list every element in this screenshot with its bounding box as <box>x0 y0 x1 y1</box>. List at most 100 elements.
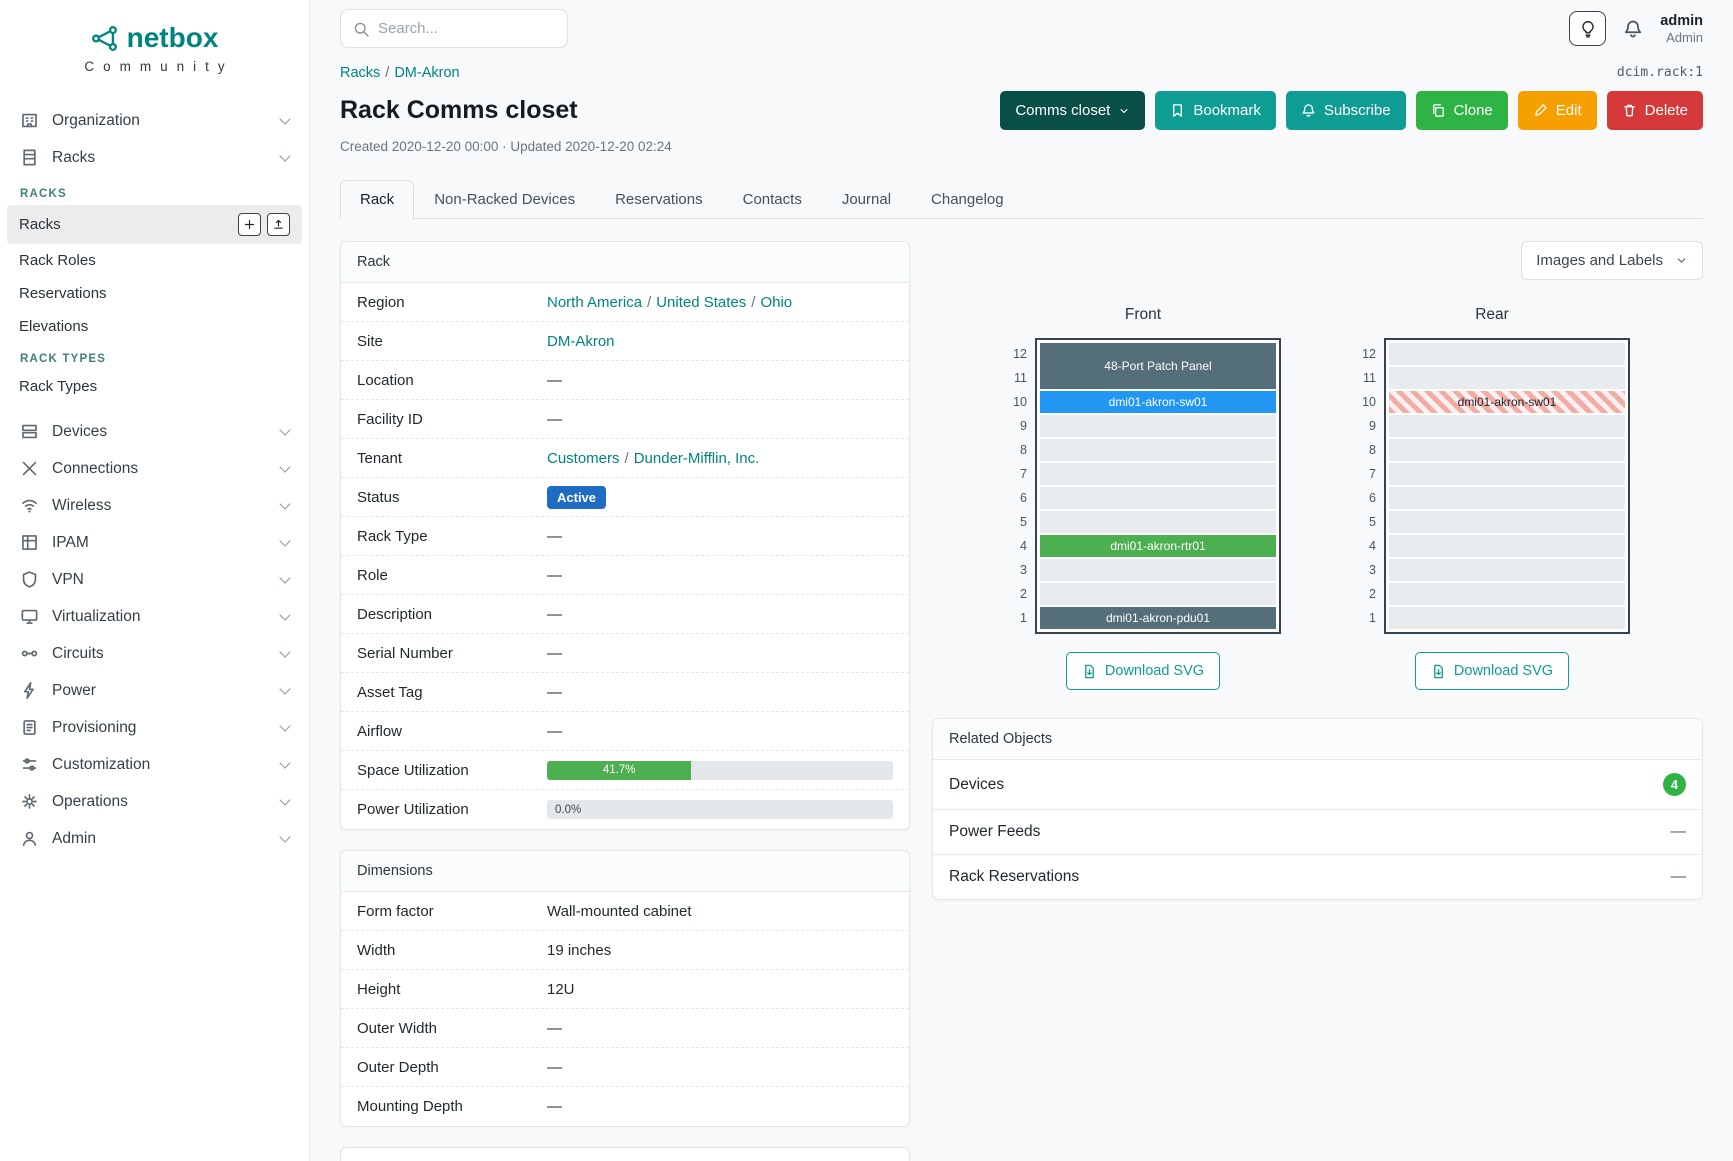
sidebar-item-circuits[interactable]: Circuits <box>0 635 309 672</box>
link-customers[interactable]: Customers <box>547 449 620 467</box>
rack-slot[interactable] <box>1388 558 1626 582</box>
rack-slot[interactable] <box>1388 582 1626 606</box>
rack-slot[interactable] <box>1388 366 1626 390</box>
rack-slot[interactable] <box>1388 510 1626 534</box>
field-value-text: — <box>547 1058 562 1076</box>
notifications-bell-icon[interactable] <box>1623 19 1643 39</box>
netbox-logo[interactable]: netbox Community <box>0 16 309 76</box>
field-value: 0.0% <box>547 800 893 819</box>
images-labels-select[interactable]: Images and Labels <box>1521 241 1703 280</box>
rack-device[interactable]: dmi01-akron-pdu01 <box>1040 607 1276 629</box>
sidebar-item-racks[interactable]: Racks <box>7 205 302 244</box>
sidebar-item-virtualization[interactable]: Virtualization <box>0 598 309 635</box>
delete-button[interactable]: Delete <box>1606 91 1703 130</box>
sidebar-item-admin[interactable]: Admin <box>0 820 309 857</box>
subscribe-button[interactable]: Subscribe <box>1285 91 1406 130</box>
sidebar-item-reservations[interactable]: Reservations <box>7 277 302 310</box>
field-value: — <box>547 723 893 740</box>
link-united-states[interactable]: United States <box>656 293 747 311</box>
button-label: Edit <box>1555 102 1582 119</box>
sidebar-item-organization[interactable]: Organization <box>0 102 309 139</box>
related-row-devices[interactable]: Devices 4 <box>933 760 1702 810</box>
unit-number: 5 <box>1369 515 1376 529</box>
link-north-america[interactable]: North America <box>547 293 643 311</box>
field-value-text: — <box>547 566 562 584</box>
sidebar-item-connections[interactable]: Connections <box>0 450 309 487</box>
sidebar-item-rack-roles[interactable]: Rack Roles <box>7 244 302 277</box>
dimensions-card: Dimensions Form factor Wall-mounted cabin… <box>340 850 910 1127</box>
unit-number: 5 <box>1020 515 1027 529</box>
rack-slot[interactable] <box>1388 534 1626 558</box>
tab-contacts[interactable]: Contacts <box>742 191 802 208</box>
search-box[interactable] <box>340 9 577 48</box>
sidebar-item-devices[interactable]: Devices <box>0 413 309 450</box>
wireless-icon <box>20 496 39 515</box>
rack-device[interactable]: dmi01-akron-sw01 <box>1389 391 1625 413</box>
rack-slot[interactable] <box>1388 486 1626 510</box>
link-dm-akron[interactable]: DM-Akron <box>547 332 615 350</box>
theme-toggle-button[interactable] <box>1569 11 1607 46</box>
edit-button[interactable]: Edit <box>1517 91 1597 130</box>
page-title: Rack Comms closet <box>340 96 578 124</box>
tab-reservations[interactable]: Reservations <box>615 191 703 208</box>
add-button[interactable] <box>238 213 261 236</box>
import-button[interactable] <box>267 213 290 236</box>
tab-rack[interactable]: Rack <box>340 180 415 219</box>
sidebar-item-wireless[interactable]: Wireless <box>0 487 309 524</box>
sidebar-item-label: Devices <box>52 422 108 440</box>
field-value-text: — <box>547 683 562 701</box>
tab-non-racked-devices[interactable]: Non-Racked Devices <box>434 191 576 208</box>
sidebar-item-provisioning[interactable]: Provisioning <box>0 709 309 746</box>
sidebar-item-vpn[interactable]: VPN <box>0 561 309 598</box>
rack-slot[interactable] <box>1388 414 1626 438</box>
rack-slot[interactable] <box>1039 462 1277 486</box>
rack-slot[interactable] <box>1039 486 1277 510</box>
vpn-icon <box>20 570 39 589</box>
download-svg-button[interactable]: Download SVG <box>1065 652 1221 690</box>
rack-slot[interactable] <box>1039 510 1277 534</box>
breadcrumb-link-racks[interactable]: Racks <box>340 65 381 81</box>
object-id: dcim.rack:1 <box>1616 65 1703 80</box>
sidebar-item-power[interactable]: Power <box>0 672 309 709</box>
sidebar-item-operations[interactable]: Operations <box>0 783 309 820</box>
rack-slot[interactable] <box>1388 606 1626 630</box>
chevron-down-icon <box>1675 254 1688 267</box>
rack-slot[interactable] <box>1388 438 1626 462</box>
rack-slot[interactable] <box>1388 342 1626 366</box>
related-objects-body: Devices 4 Power Feeds — Rack Reservations — <box>933 760 1702 899</box>
sidebar-item-customization[interactable]: Customization <box>0 746 309 783</box>
images-labels-label: Images and Labels <box>1536 252 1663 269</box>
unit-number: 1 <box>1369 611 1376 625</box>
sidebar-item-elevations[interactable]: Elevations <box>7 310 302 343</box>
tab-changelog[interactable]: Changelog <box>931 191 1004 208</box>
rack-slot[interactable] <box>1039 558 1277 582</box>
rack-device[interactable]: 48-Port Patch Panel <box>1040 343 1276 389</box>
sidebar-item-racks[interactable]: Racks <box>0 139 309 176</box>
breadcrumb: Racks / DM-Akron <box>340 65 460 81</box>
rack-slot[interactable] <box>1039 582 1277 606</box>
comms-closet-button[interactable]: Comms closet <box>1000 91 1146 130</box>
customization-icon <box>20 755 39 774</box>
rack-device[interactable]: dmi01-akron-rtr01 <box>1040 535 1276 557</box>
sidebar-item-rack-types[interactable]: Rack Types <box>7 370 302 403</box>
field-row-width: Width 19 inches <box>341 931 909 970</box>
link-ohio[interactable]: Ohio <box>760 293 793 311</box>
bookmark-button[interactable]: Bookmark <box>1155 91 1276 130</box>
rack-slot[interactable] <box>1039 438 1277 462</box>
clone-button[interactable]: Clone <box>1415 91 1508 130</box>
tab-journal[interactable]: Journal <box>841 191 892 208</box>
field-value: Wall-mounted cabinet <box>547 903 893 920</box>
download-svg-button[interactable]: Download SVG <box>1414 652 1570 690</box>
link-dunder-mifflin-inc[interactable]: Dunder-Mifflin, Inc. <box>633 449 760 467</box>
rack-slot[interactable] <box>1388 462 1626 486</box>
unit-number: 1 <box>1020 611 1027 625</box>
breadcrumb-link-dm-akron[interactable]: DM-Akron <box>394 65 460 81</box>
search-input[interactable] <box>378 20 577 37</box>
field-label: Mounting Depth <box>357 1098 463 1115</box>
user-menu[interactable]: admin Admin <box>1660 13 1703 45</box>
rack-device[interactable]: dmi01-akron-sw01 <box>1040 391 1276 413</box>
sidebar-subitem-label: Reservations <box>19 285 107 302</box>
field-label: Region <box>357 293 405 311</box>
rack-slot[interactable] <box>1039 414 1277 438</box>
sidebar-item-ipam[interactable]: IPAM <box>0 524 309 561</box>
